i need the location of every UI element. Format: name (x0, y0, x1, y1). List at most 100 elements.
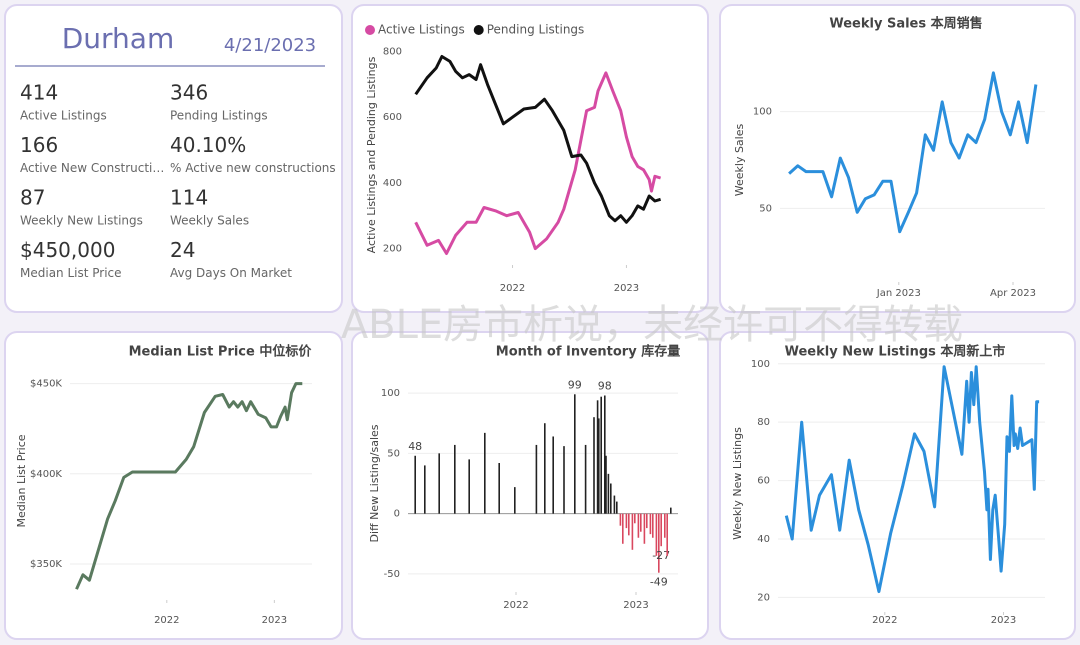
line (784, 365, 1040, 594)
kpi-label: Weekly New Listings (20, 214, 143, 228)
city-title: Durham (62, 22, 175, 55)
kpi-label: Active New Constructi… (20, 161, 164, 175)
y-tick-label: -50 (384, 569, 400, 580)
bar (607, 473, 610, 514)
kpi-value: $450,000 (20, 238, 115, 262)
line (414, 71, 662, 255)
bar (622, 513, 624, 544)
x-tick-label: 2023 (262, 615, 287, 626)
data-label: 98 (598, 379, 612, 392)
kpi-value: 166 (20, 133, 58, 157)
bar (616, 501, 618, 514)
kpi-value: 24 (170, 238, 195, 262)
bar (535, 444, 538, 514)
bar (660, 513, 662, 547)
bar (613, 495, 616, 514)
kpi-value: 40.10% (170, 133, 246, 157)
date: 4/21/2023 (224, 35, 316, 56)
bar (600, 396, 602, 514)
bar (619, 513, 622, 526)
bar (649, 513, 652, 535)
bar (563, 446, 565, 514)
panel (351, 4, 709, 313)
x-tick-label: 2023 (623, 600, 648, 611)
y-tick-label: 400 (383, 178, 402, 189)
y-tick-label: $450K (30, 379, 62, 390)
watermark: ABLE房市析说，未经许可不得转载 (341, 302, 963, 348)
x-tick-label: 2022 (872, 615, 897, 626)
kpi-panel (4, 4, 343, 313)
bar (454, 444, 456, 514)
panel (351, 331, 709, 640)
line (414, 55, 662, 224)
x-tick-label: Jan 2023 (876, 288, 921, 299)
bar (598, 418, 600, 514)
kpi-value: 414 (20, 81, 58, 105)
bar (593, 417, 595, 514)
kpi-label: % Active new constructions (170, 161, 336, 175)
x-tick-label: 2023 (991, 615, 1016, 626)
bar (670, 507, 672, 514)
bar (664, 513, 666, 538)
bar (604, 395, 606, 514)
y-axis-label: Active Listings and Pending Listings (365, 56, 378, 253)
legend-label: Pending Listings (487, 23, 585, 37)
bar (552, 436, 554, 514)
data-label: 48 (408, 440, 422, 453)
y-tick-label: 100 (381, 388, 400, 399)
y-axis-label: Diff New Listing/sales (368, 424, 381, 542)
kpi-value: 87 (20, 186, 45, 210)
bar (652, 513, 654, 538)
bar (468, 459, 470, 514)
y-axis-label: Weekly New Listings (731, 427, 744, 540)
bar (655, 513, 658, 556)
panel (719, 331, 1076, 640)
y-tick-label: 20 (757, 592, 770, 603)
bar (643, 513, 646, 544)
bar (544, 423, 546, 514)
y-axis-label: Median List Price (15, 434, 28, 527)
x-tick-label: Apr 2023 (990, 288, 1036, 299)
y-tick-label: $400K (30, 469, 62, 480)
legend-marker (365, 25, 375, 35)
x-tick-label: 2023 (614, 283, 639, 294)
bar (414, 455, 416, 514)
data-label: 99 (568, 378, 582, 391)
bar (634, 513, 636, 524)
bar (637, 513, 640, 538)
y-tick-label: 800 (383, 47, 402, 58)
chart-title: Weekly New Listings 本周新上市 (785, 344, 1006, 360)
kpi-label: Median List Price (20, 266, 122, 280)
y-tick-label: 50 (759, 203, 772, 214)
chart-title: Median List Price 中位标价 (129, 344, 313, 360)
x-tick-label: 2022 (503, 600, 528, 611)
y-tick-label: $350K (30, 559, 62, 570)
y-tick-label: 600 (383, 112, 402, 123)
y-tick-label: 0 (394, 509, 400, 520)
bar (646, 513, 648, 529)
legend-label: Active Listings (378, 23, 465, 37)
bar (484, 432, 486, 514)
bar (574, 394, 576, 514)
y-tick-label: 40 (757, 534, 770, 545)
x-tick-label: 2022 (154, 615, 179, 626)
bar (628, 513, 630, 536)
data-label: -49 (650, 576, 668, 589)
bar (631, 513, 634, 550)
line (788, 71, 1038, 234)
y-axis-label: Weekly Sales (733, 123, 746, 196)
bar (596, 400, 599, 514)
bar (640, 513, 642, 532)
y-tick-label: 50 (387, 448, 400, 459)
y-tick-label: 100 (751, 359, 770, 370)
bar (498, 463, 500, 514)
y-tick-label: 200 (383, 244, 402, 255)
y-tick-label: 80 (757, 417, 770, 428)
kpi-value: 114 (170, 186, 208, 210)
bar (666, 513, 668, 556)
panel (4, 331, 343, 640)
panel (719, 4, 1076, 313)
bar (625, 513, 628, 529)
line (75, 382, 303, 590)
